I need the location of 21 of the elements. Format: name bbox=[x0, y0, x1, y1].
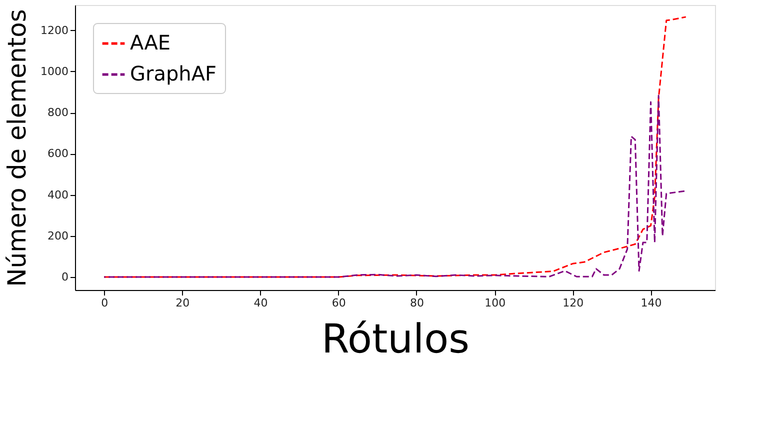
x-tick-label: 80 bbox=[410, 296, 424, 310]
x-tick-label: 140 bbox=[640, 296, 662, 310]
legend-label: GraphAF bbox=[130, 62, 217, 86]
x-tick-label: 120 bbox=[562, 296, 584, 310]
x-tick-label: 60 bbox=[332, 296, 346, 310]
y-tick-label: 0 bbox=[62, 270, 68, 284]
y-tick-label: 600 bbox=[48, 147, 68, 160]
x-tick-label: 20 bbox=[176, 296, 190, 310]
x-tick-label: 0 bbox=[101, 296, 108, 310]
line-series bbox=[103, 16, 687, 278]
y-tick-label: 200 bbox=[48, 229, 68, 242]
y-tick-label: 400 bbox=[48, 188, 68, 202]
x-axis-title: Rótulos bbox=[322, 316, 470, 362]
y-tick-label: 1000 bbox=[40, 64, 68, 78]
line-series bbox=[103, 94, 687, 278]
y-tick-label: 800 bbox=[48, 106, 68, 120]
y-tick-label: 1200 bbox=[40, 24, 68, 37]
legend-label: AAE bbox=[130, 30, 171, 54]
y-axis-title: Número de elementos bbox=[2, 9, 32, 287]
x-tick-label: 100 bbox=[484, 296, 506, 310]
x-tick-label: 40 bbox=[254, 296, 268, 310]
